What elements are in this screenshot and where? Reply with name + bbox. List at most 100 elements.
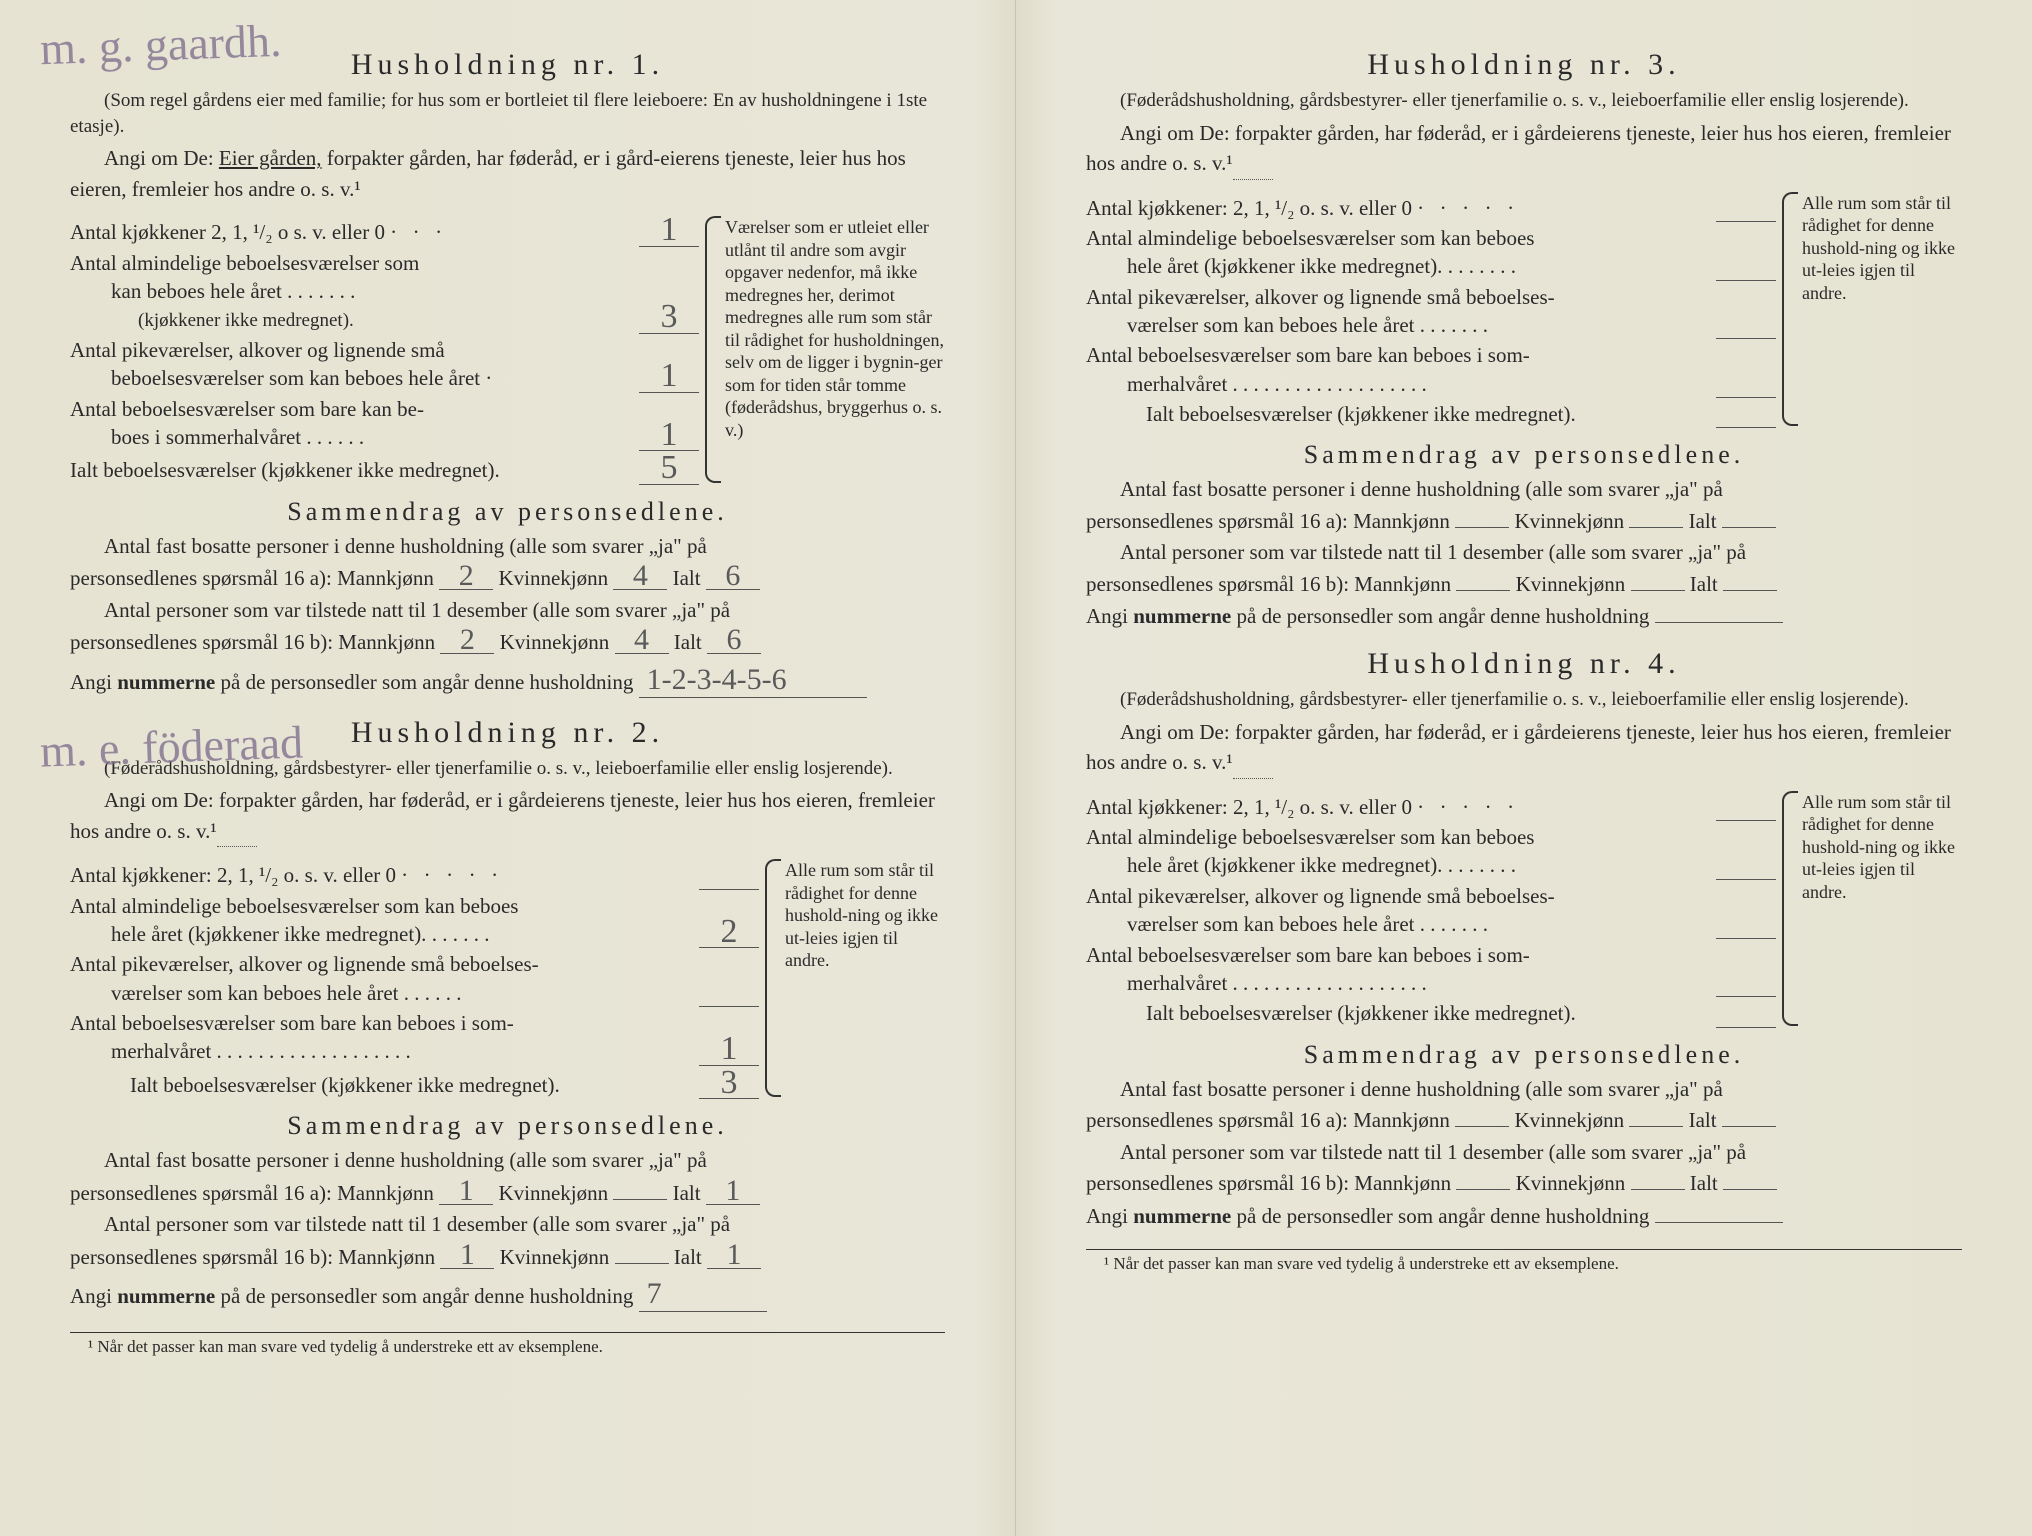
hh3-sum-a: Antal fast bosatte personer i denne hush… (1086, 474, 1962, 537)
hh2-gen-val: 2 (699, 917, 759, 949)
hh4-sa-k (1629, 1126, 1683, 1127)
household-1: Husholdning nr. 1. (Som regel gårdens ei… (70, 48, 945, 698)
hh2-sb-m: 1 (440, 1241, 494, 1269)
hh4-sum-b: Antal personer som var tilstede natt til… (1086, 1137, 1962, 1200)
household-3: Husholdning nr. 3. (Føderådshusholdning,… (1086, 48, 1962, 629)
t: personsedlenes spørsmål 16 a): Mannkjønn (70, 566, 434, 590)
l: Antal almindelige beboelsesværelser som … (70, 894, 518, 918)
hh2-gen-label: Antal almindelige beboelsesværelser som … (70, 892, 518, 949)
hh2-total-label: Ialt beboelsesværelser (kjøkkener ikke m… (70, 1071, 560, 1099)
l: kan beboes hele året (111, 279, 282, 303)
t: Kvinnekjønn (1514, 1108, 1624, 1132)
t: Antal personer som var tilstede natt til… (104, 1212, 730, 1236)
dots (566, 1093, 693, 1094)
hh4-sum-a: Antal fast bosatte personer i denne hush… (1086, 1074, 1962, 1137)
t: Antal fast bosatte personer i denne hush… (1120, 477, 1723, 501)
hh2-sb-t: 1 (707, 1241, 761, 1269)
hh2-kitchens-val (699, 889, 759, 890)
hh3-angi: Angi om De: forpakter gården, har føderå… (1086, 118, 1962, 180)
t: Ialt (674, 630, 702, 654)
t: personsedlenes spørsmål 16 a): Mannkjønn (70, 1181, 434, 1205)
t: Angi om De: (1120, 720, 1230, 744)
l: merhalvåret (111, 1039, 211, 1063)
hh2-summer-val: 1 (699, 1034, 759, 1066)
hh1-sa-k: 4 (613, 562, 667, 590)
l: Antal beboelsesværelser som bare kan be- (70, 397, 424, 421)
hh1-summer-label: Antal beboelsesværelser som bare kan be-… (70, 395, 424, 452)
hh2-brace-note: Alle rum som står til rådighet for denne… (759, 855, 945, 1101)
document-spread: m. g. gaardh. Husholdning nr. 1. (Som re… (0, 0, 2032, 1536)
dots (1561, 333, 1710, 334)
t: nummerne (117, 1284, 215, 1308)
footnote-right: ¹ Når det passer kan man svare ved tydel… (1086, 1249, 1962, 1274)
t: Kvinnekjønn (498, 1181, 608, 1205)
t: Angi om De: (104, 788, 214, 812)
l: værelser som kan beboes hele året (1127, 912, 1414, 936)
dots: . . . . . (402, 855, 693, 884)
hh3-sa-t (1722, 527, 1776, 528)
hh3-sa-k (1629, 527, 1683, 528)
hh2-sa-m: 1 (439, 1177, 493, 1205)
l: Antal beboelsesværelser som bare kan beb… (1086, 343, 1530, 367)
dots: . (486, 358, 633, 387)
t: Antal personer som var tilstede natt til… (104, 598, 730, 622)
t: Angi (70, 670, 117, 694)
hh4-total-val (1716, 1027, 1776, 1028)
t: Ialt (1690, 572, 1718, 596)
hh2-maid-val (699, 1006, 759, 1007)
hh2-sum-a: Antal fast bosatte personer i denne hush… (70, 1145, 945, 1209)
hh3-title: Husholdning nr. 3. (1086, 48, 1962, 82)
t: Ialt (674, 1245, 702, 1269)
dots (1540, 874, 1710, 875)
handwritten-note-top: m. g. gaardh. (39, 14, 282, 75)
t: personsedlenes spørsmål 16 b): Mannkjønn (1086, 572, 1451, 596)
t: Kvinnekjønn (1516, 1171, 1626, 1195)
hh2-sum-b: Antal personer som var tilstede natt til… (70, 1209, 945, 1273)
t: nummerne (1133, 1204, 1231, 1228)
t: Kvinnekjønn (1514, 509, 1624, 533)
hh2-summer-label: Antal beboelsesværelser som bare kan beb… (70, 1009, 514, 1066)
hh1-numbers: 1-2-3-4-5-6 (639, 663, 867, 698)
hh4-angi: Angi om De: forpakter gården, har føderå… (1086, 717, 1962, 779)
hh4-summer-label: Antal beboelsesværelser som bare kan beb… (1086, 941, 1530, 998)
hh3-kitchens-val (1716, 221, 1776, 222)
hh1-sb-m: 2 (440, 626, 494, 654)
l: hele året (kjøkkener ikke medregnet). (1127, 254, 1442, 278)
hh1-sum-a: Antal fast bosatte personer i denne hush… (70, 531, 945, 595)
hh1-sum-b: Antal personer som var tilstede natt til… (70, 595, 945, 659)
t: Antal personer som var tilstede natt til… (1120, 1140, 1746, 1164)
l: hele året (kjøkkener ikke medregnet). (111, 922, 426, 946)
hh2-summary-title: Sammendrag av personsedlene. (70, 1111, 945, 1141)
l: Antal pikeværelser, alkover og lignende … (1086, 884, 1555, 908)
hh2-maid-label: Antal pikeværelser, alkover og lignende … (70, 950, 539, 1007)
hh4-gen-val (1716, 879, 1776, 880)
t: personsedlenes spørsmål 16 a): Mannkjønn (1086, 1108, 1450, 1132)
hh3-maid-label: Antal pikeværelser, alkover og lignende … (1086, 283, 1555, 340)
t: Antal personer som var tilstede natt til… (1120, 540, 1746, 564)
l: værelser som kan beboes hele året (1127, 313, 1414, 337)
hh4-gen-label: Antal almindelige beboelsesværelser som … (1086, 823, 1534, 880)
hh2-sb-k (615, 1263, 669, 1264)
hh4-sb-m (1456, 1189, 1510, 1190)
hh3-gen-label: Antal almindelige beboelsesværelser som … (1086, 224, 1534, 281)
hh4-kitchens-label: Antal kjøkkener: 2, 1, ¹/₂ o. s. v. elle… (1086, 793, 1412, 821)
l: hele året (kjøkkener ikke medregnet). (1127, 853, 1442, 877)
dots (1582, 422, 1710, 423)
l: Antal pikeværelser, alkover og lignende … (70, 338, 445, 362)
t: nummerne (117, 670, 215, 694)
hh3-sa-m (1455, 527, 1509, 528)
t: Angi om De: (1120, 121, 1230, 145)
t: Kvinnekjønn (500, 1245, 610, 1269)
t: personsedlenes spørsmål 16 b): Mannkjønn (70, 1245, 435, 1269)
t: Ialt (1690, 1171, 1718, 1195)
hh1-total-val: 5 (639, 453, 699, 485)
hh3-brace-note: Alle rum som står til rådighet for denne… (1776, 188, 1962, 431)
hh4-summer-val (1716, 996, 1776, 997)
t: personsedlenes spørsmål 16 b): Mannkjønn (1086, 1171, 1451, 1195)
hh2-numline: Angi nummerne på de personsedler som ang… (70, 1277, 945, 1312)
hh1-summary-title: Sammendrag av personsedlene. (70, 497, 945, 527)
hh2-numbers: 7 (639, 1277, 767, 1312)
dots (1536, 392, 1710, 393)
hh1-angi: Angi om De: Eier gården, forpakter gårde… (70, 143, 945, 204)
hh1-kitchens-val: 1 (639, 215, 699, 247)
